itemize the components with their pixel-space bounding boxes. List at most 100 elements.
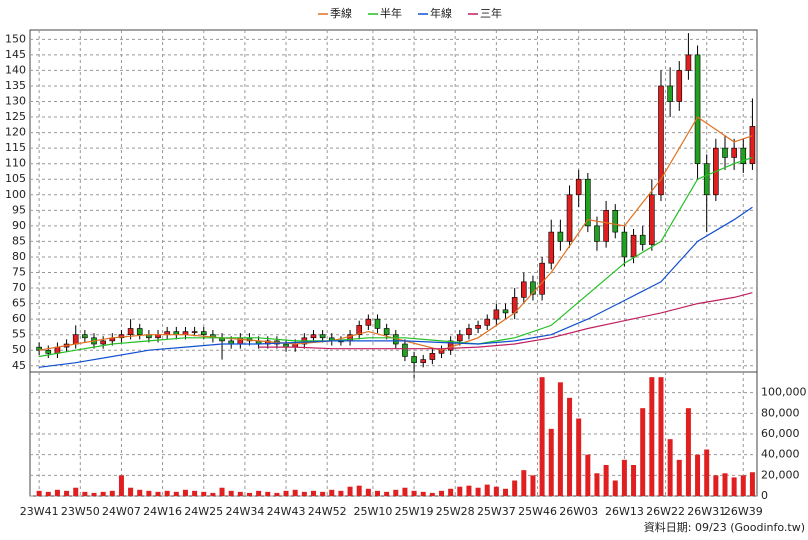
y-tick-label: 125 bbox=[5, 110, 26, 123]
volume-bar bbox=[45, 491, 51, 496]
volume-bar bbox=[439, 490, 445, 496]
volume-bar bbox=[704, 449, 710, 496]
legend: 季線 半年 年線 三年 bbox=[318, 6, 502, 20]
x-tick-label: 26W39 bbox=[724, 505, 763, 518]
y-tick-label: 95 bbox=[12, 203, 26, 216]
volume-bar bbox=[676, 459, 682, 496]
candle-body bbox=[72, 334, 79, 345]
candle-body bbox=[621, 231, 628, 258]
candle-body bbox=[612, 210, 619, 233]
x-tick-label: 26W03 bbox=[559, 505, 598, 518]
volume-bar bbox=[457, 486, 463, 496]
volume-bar bbox=[475, 487, 481, 496]
volume-bar bbox=[128, 487, 134, 496]
volume-bar bbox=[658, 377, 664, 496]
candle-body bbox=[548, 231, 555, 264]
volume-bar bbox=[54, 489, 60, 496]
legend-label: 季線 bbox=[330, 6, 352, 20]
volume-bar bbox=[365, 488, 371, 496]
x-tick-label: 26W13 bbox=[605, 505, 644, 518]
volume-bar bbox=[512, 480, 518, 496]
y-tick-label: 150 bbox=[5, 32, 26, 45]
candle-body bbox=[466, 328, 472, 335]
volume-bar bbox=[246, 492, 252, 496]
volume-bar bbox=[192, 490, 198, 496]
candle-body bbox=[475, 325, 481, 329]
volume-bar bbox=[585, 454, 591, 496]
volume-bar bbox=[594, 473, 600, 496]
candle-body bbox=[420, 359, 427, 363]
y-tick-label: 80 bbox=[12, 250, 26, 263]
y-tick-label: 50 bbox=[12, 343, 26, 356]
candle-body bbox=[740, 147, 747, 164]
volume-bar bbox=[749, 472, 755, 496]
ma-line bbox=[258, 292, 753, 350]
volume-bar bbox=[210, 492, 216, 496]
x-tick-label: 25W46 bbox=[518, 505, 557, 518]
volume-bar bbox=[640, 408, 646, 496]
y-tick-label: 45 bbox=[12, 359, 26, 372]
volume-bar bbox=[567, 397, 573, 496]
candle-body bbox=[639, 234, 646, 245]
volume-bar bbox=[228, 490, 234, 496]
y-tick-label: 100 bbox=[5, 188, 26, 201]
volume-bar bbox=[219, 487, 225, 496]
volume-bar bbox=[731, 477, 737, 496]
candle-body bbox=[310, 334, 317, 339]
x-tick-label: 26W22 bbox=[646, 505, 685, 518]
candle-body bbox=[191, 331, 198, 333]
volume-bar bbox=[155, 491, 161, 496]
volume-bar bbox=[109, 490, 115, 496]
volume-bar bbox=[256, 490, 262, 496]
candle-body bbox=[54, 346, 61, 354]
candle-body bbox=[594, 225, 600, 242]
x-tick-label: 25W19 bbox=[395, 505, 434, 518]
y-tick-label: 70 bbox=[12, 281, 26, 294]
volume-bar bbox=[722, 473, 728, 496]
volume-bar bbox=[448, 488, 454, 496]
legend-label: 年線 bbox=[430, 6, 452, 20]
volume-bar bbox=[621, 459, 627, 496]
x-tick-label: 25W37 bbox=[477, 505, 516, 518]
y-tick-label: 90 bbox=[12, 219, 26, 232]
candle-body bbox=[685, 54, 692, 71]
volume-bar bbox=[557, 382, 563, 496]
volume-bar bbox=[274, 492, 280, 496]
volume-bar bbox=[36, 490, 42, 496]
candle-body bbox=[749, 126, 756, 164]
y2-tick-label: 60,000 bbox=[761, 427, 800, 440]
candle-body bbox=[676, 70, 683, 102]
volume-bar bbox=[612, 480, 618, 496]
volume-bar bbox=[283, 490, 289, 496]
candle-body bbox=[703, 163, 710, 196]
y-tick-label: 85 bbox=[12, 234, 26, 247]
volume-bar bbox=[713, 475, 719, 496]
y-tick-label: 120 bbox=[5, 126, 26, 139]
volume-bar bbox=[576, 418, 582, 496]
volume-bar bbox=[320, 491, 326, 496]
candle-body bbox=[521, 281, 527, 298]
volume-bar bbox=[429, 492, 435, 496]
volume-bar bbox=[118, 475, 124, 496]
candle-body bbox=[484, 318, 491, 326]
candle-body bbox=[429, 353, 436, 360]
ma-line bbox=[38, 156, 753, 358]
volume-bar bbox=[539, 377, 545, 496]
volume-bar bbox=[146, 490, 152, 496]
candle-body bbox=[200, 331, 207, 335]
volume-bar bbox=[521, 470, 527, 496]
candle-body bbox=[539, 262, 545, 295]
y-tick-label: 115 bbox=[5, 141, 26, 154]
volume-bar bbox=[530, 475, 536, 496]
volume-bar bbox=[493, 486, 499, 496]
volume-bar bbox=[338, 490, 344, 496]
y2-tick-label: 40,000 bbox=[761, 448, 800, 461]
candle-body bbox=[575, 178, 582, 196]
x-tick-label: 25W28 bbox=[436, 505, 475, 518]
candle-body bbox=[383, 328, 390, 335]
candle-body bbox=[456, 334, 463, 342]
y-tick-label: 145 bbox=[5, 48, 26, 61]
volume-bar bbox=[402, 487, 408, 496]
volume-bar bbox=[667, 439, 673, 496]
